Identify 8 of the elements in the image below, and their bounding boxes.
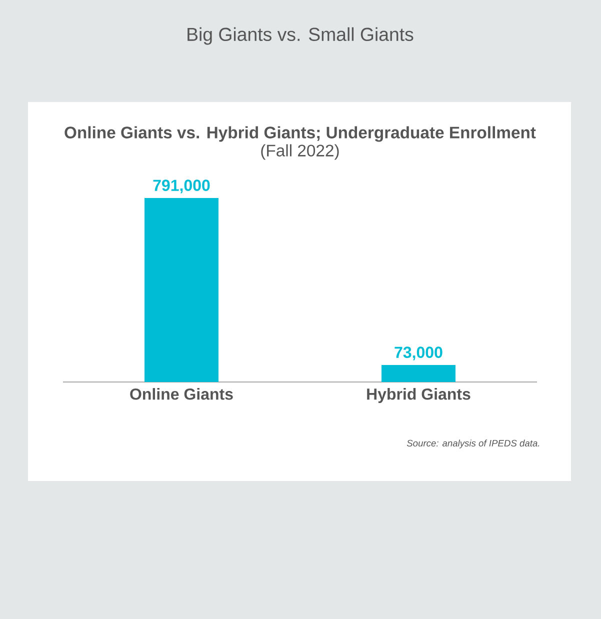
data-label: 73,000 [394,346,442,360]
source-note: Source: analysis of IPEDS data. [406,440,540,448]
x-tick-label: Hybrid Giants [367,388,470,403]
data-label: 791,000 [153,180,210,194]
chart-title: Big Giants vs. Small Giants [188,27,414,45]
text: (Fall 2022) [261,144,339,160]
x-tick-label: Online Giants [130,388,233,400]
chart-subtitle: Online Giants vs. Hybrid Giants; Undergraduate Enrollment [64,126,536,142]
